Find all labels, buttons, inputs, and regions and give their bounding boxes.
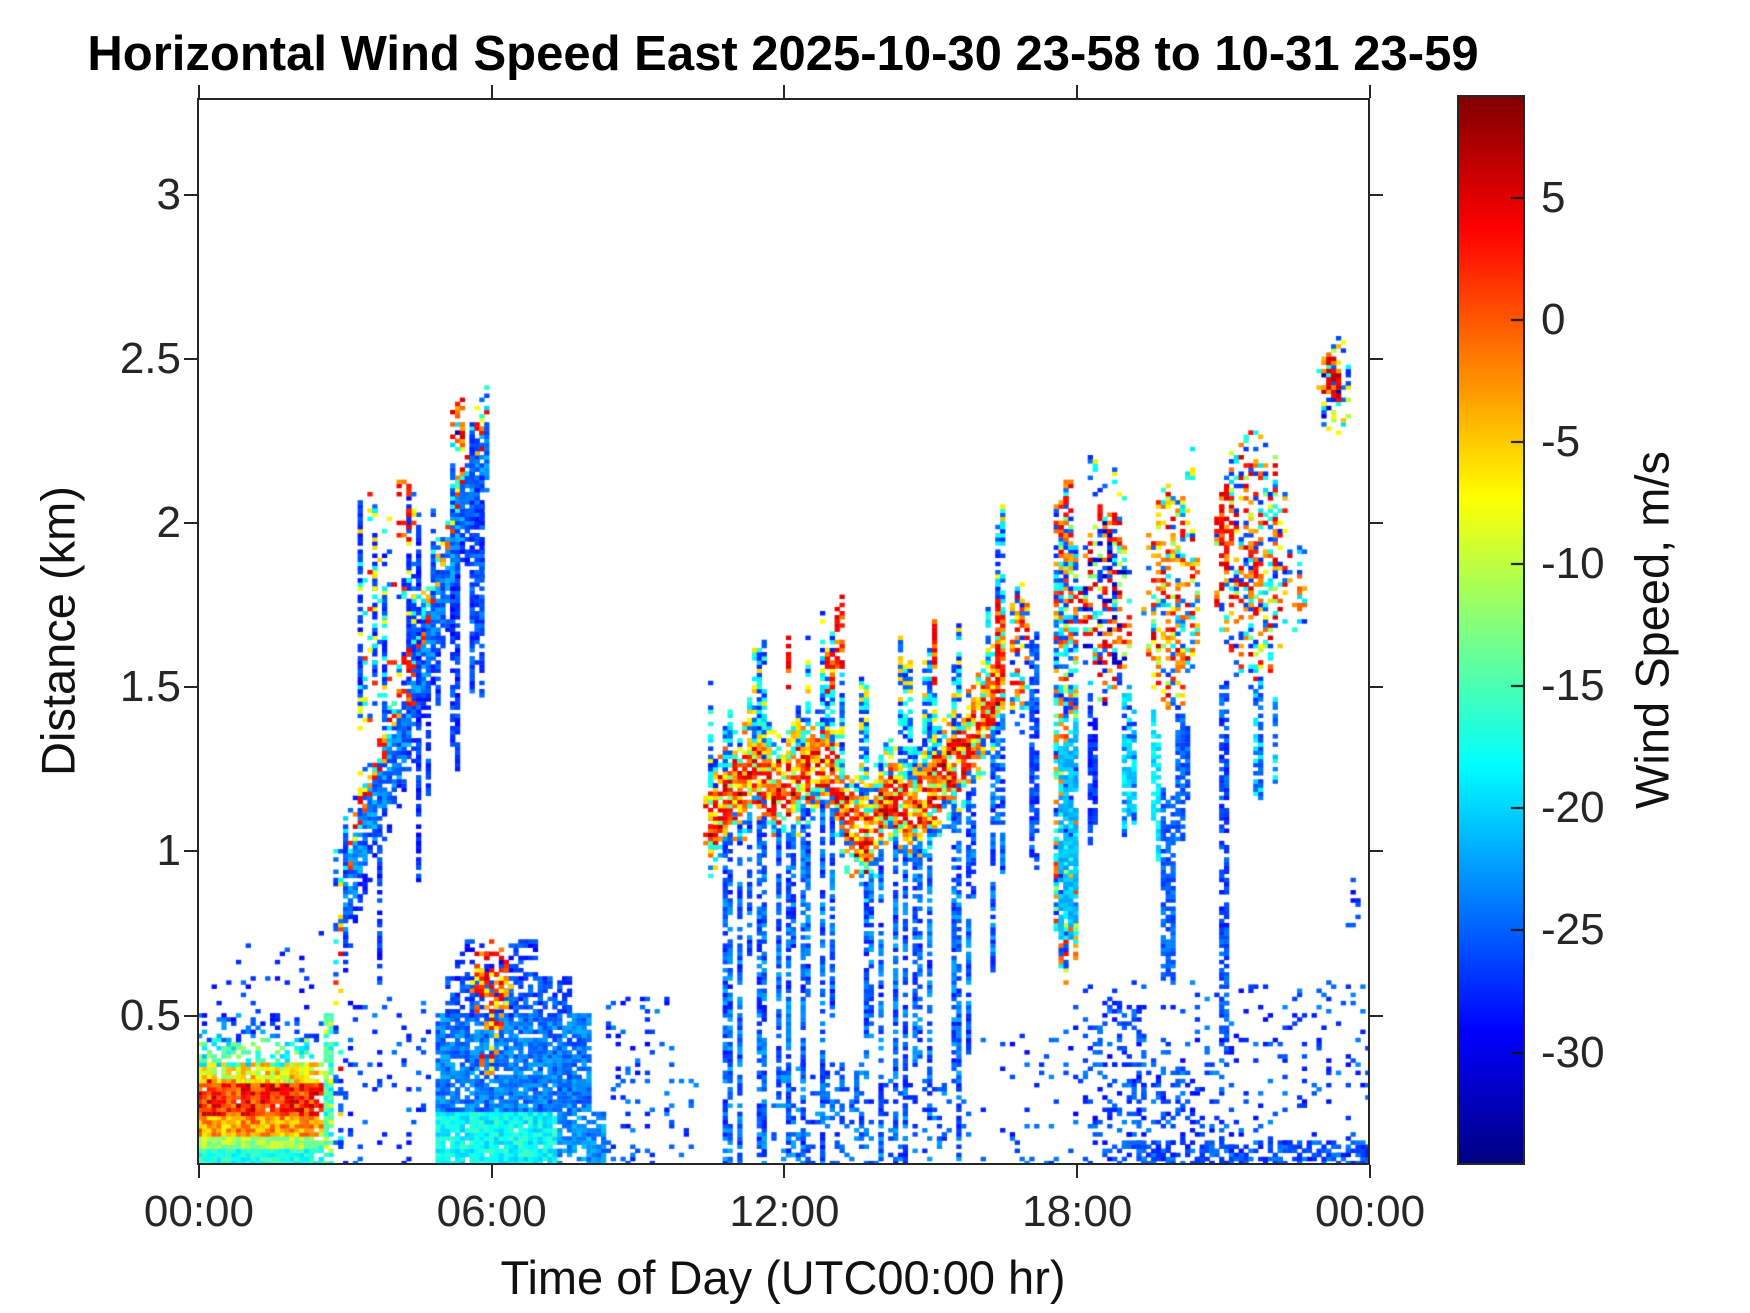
x-tick-top	[490, 85, 493, 98]
colorbar-tick-label: -10	[1541, 539, 1605, 589]
plot-frame	[197, 98, 1370, 1165]
x-tick	[490, 1165, 493, 1178]
y-tick-label: 1.5	[119, 662, 181, 712]
heatmap-canvas	[197, 98, 1370, 1165]
colorbar-tick-label: -5	[1541, 416, 1581, 466]
y-axis-label: Distance (km)	[31, 486, 85, 776]
y-tick-right	[1370, 193, 1383, 196]
x-tick-label: 18:00	[1022, 1187, 1133, 1236]
colorbar-tick-label: -25	[1541, 905, 1605, 955]
colorbar-canvas	[1457, 95, 1525, 1165]
y-tick-right	[1370, 1014, 1383, 1017]
y-tick	[184, 522, 197, 525]
x-axis-label: Time of Day (UTC00:00 hr)	[500, 1251, 1066, 1304]
y-tick	[184, 193, 197, 196]
y-tick	[184, 1014, 197, 1017]
y-tick-right	[1370, 522, 1383, 525]
x-tick-label: 00:00	[1314, 1187, 1426, 1236]
colorbar-label: Wind Speed, m/s	[1625, 451, 1679, 809]
y-tick-right	[1370, 850, 1383, 853]
colorbar-tick-label: -15	[1541, 661, 1605, 711]
x-tick-label: 00:00	[143, 1187, 254, 1236]
y-tick-label: 2	[156, 498, 181, 548]
page-title: Horizontal Wind Speed East 2025-10-30 23…	[87, 27, 1479, 81]
y-tick-right	[1370, 358, 1383, 360]
colorbar-frame	[1457, 95, 1525, 1165]
x-tick-top	[197, 85, 200, 98]
colorbar-tick-label: -20	[1541, 783, 1605, 833]
y-tick	[184, 686, 197, 689]
x-tick-top	[1369, 85, 1371, 98]
colorbar-tick-label: 0	[1541, 294, 1566, 344]
x-tick	[197, 1165, 200, 1178]
y-tick	[184, 358, 197, 360]
y-tick-label: 2.5	[119, 334, 181, 383]
y-tick-right	[1370, 686, 1383, 689]
x-tick	[1369, 1165, 1371, 1178]
colorbar-tick-label: -30	[1541, 1027, 1605, 1077]
x-tick	[1076, 1165, 1079, 1178]
y-tick-label: 0.5	[119, 990, 181, 1040]
x-tick	[783, 1165, 786, 1178]
colorbar-tick-label: 5	[1541, 172, 1566, 222]
x-tick-top	[1076, 85, 1079, 98]
y-tick-label: 1	[156, 826, 181, 876]
y-tick	[184, 850, 197, 853]
x-tick-label: 12:00	[729, 1187, 840, 1236]
x-tick-top	[783, 85, 786, 98]
x-tick-label: 06:00	[436, 1187, 547, 1236]
y-tick-label: 3	[156, 169, 181, 219]
